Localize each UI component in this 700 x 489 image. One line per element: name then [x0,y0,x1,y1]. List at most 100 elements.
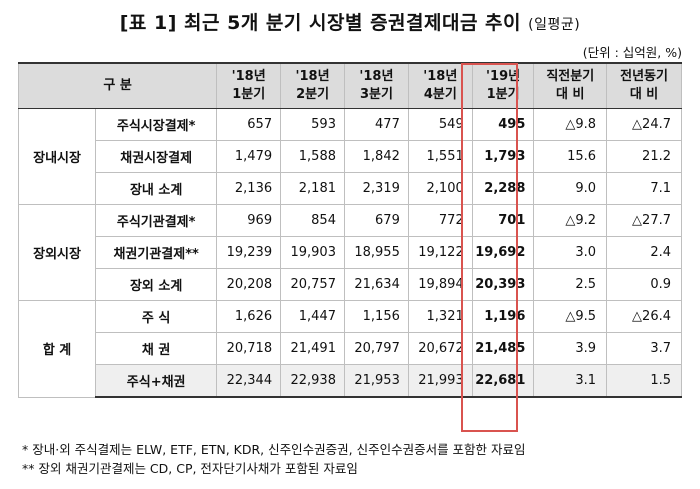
cell-value: △24.7 [606,108,682,141]
footnotes: * 장내·외 주식결제는 ELW, ETF, ETN, KDR, 신주인수권증권… [22,440,526,478]
cell-value: 969 [216,204,282,237]
row-label: 장내 소계 [95,172,218,205]
cell-value: 22,681 [471,364,535,398]
cell-value: 19,903 [280,236,345,269]
cell-value: 1,588 [280,140,345,173]
cell-value: 1,626 [216,300,282,333]
table-row: 장외 소계 20,208 20,757 21,634 19,894 20,393 2.5 0.… [19,268,682,301]
cell-value: 1,447 [280,300,345,333]
cell-value: 21,993 [407,364,473,398]
footnote-2: ** 장외 채권기관결제는 CD, CP, 전자단기사채가 포함된 자료임 [22,461,358,476]
row-label: 채 권 [95,332,218,365]
cell-value: 19,692 [471,236,535,269]
group-label: 장외시장 [17,204,97,301]
cell-value: 18,955 [343,236,409,269]
cell-value: 15.6 [533,140,608,173]
header-qoq: 직전분기 대 비 [533,62,608,109]
table-title: [표 1] 최근 5개 분기 시장별 증권결제대금 추이 (일평균) [0,8,700,35]
cell-value: 2,136 [216,172,282,205]
header-19q1: '19년 1분기 [471,62,535,109]
table-row: 장외시장 주식기관결제* 969 854 679 772 701 △9.2 △27.7 [17,204,682,301]
cell-value: 2,181 [280,172,345,205]
table-row: 장내 소계 2,136 2,181 2,319 2,100 2,288 9.0 7.1 [19,172,682,205]
cell-value: 772 [407,204,473,237]
row-label: 주식시장결제* [95,108,218,141]
table-row: 채권시장결제 1,479 1,588 1,842 1,551 1,793 15.6 21.2 [19,140,682,173]
cell-value: 19,239 [216,236,282,269]
cell-value: 2.4 [606,236,682,269]
cell-value: 22,938 [280,364,345,398]
row-label: 장외 소계 [95,268,218,301]
cell-value: 21,491 [280,332,345,365]
cell-value: 19,122 [407,236,473,269]
row-label: 주 식 [95,300,218,333]
cell-value: 1,321 [407,300,473,333]
cell-value: 21,485 [471,332,535,365]
row-label: 주식+채권 [95,364,218,398]
group-label: 합 계 [17,300,97,398]
settlement-table: 구 분 '18년 1분기 '18년 2분기 '18년 3분기 '18년 4분기 '19년… [17,62,682,398]
cell-value: 657 [216,108,282,141]
cell-value: 701 [471,204,535,237]
cell-value: 20,797 [343,332,409,365]
cell-value: 1,479 [216,140,282,173]
cell-value: 477 [343,108,409,141]
cell-value: 549 [407,108,473,141]
cell-value: 3.0 [533,236,608,269]
header-18q4: '18년 4분기 [407,62,473,109]
header-row: 구 분 '18년 1분기 '18년 2분기 '18년 3분기 '18년 4분기 '19년… [17,62,682,109]
cell-value: △9.5 [533,300,608,333]
cell-value: 7.1 [606,172,682,205]
cell-value: 495 [471,108,535,141]
cell-value: 20,208 [216,268,282,301]
row-label: 채권시장결제 [95,140,218,173]
cell-value: 20,393 [471,268,535,301]
cell-value: 1,551 [407,140,473,173]
cell-value: 20,757 [280,268,345,301]
table-row: 채권기관결제** 19,239 19,903 18,955 19,122 19,692 3.… [19,236,682,269]
header-yoy: 전년동기 대 비 [606,62,682,109]
cell-value: 3.7 [606,332,682,365]
cell-value: 679 [343,204,409,237]
cell-value: 22,344 [216,364,282,398]
row-label: 주식기관결제* [95,204,218,237]
header-18q3: '18년 3분기 [343,62,409,109]
title-main: [표 1] 최근 5개 분기 시장별 증권결제대금 추이 [119,12,522,34]
footnote-1: * 장내·외 주식결제는 ELW, ETF, ETN, KDR, 신주인수권증권… [22,442,526,457]
cell-value: 0.9 [606,268,682,301]
cell-value: 19,894 [407,268,473,301]
header-category: 구 분 [17,62,218,109]
cell-value: △27.7 [606,204,682,237]
header-18q1: '18년 1분기 [216,62,282,109]
cell-value: 21,953 [343,364,409,398]
cell-value: 1.5 [606,364,682,398]
unit-label: (단위 : 십억원, %) [582,45,682,60]
cell-value: 2.5 [533,268,608,301]
cell-value: 20,672 [407,332,473,365]
cell-value: 1,196 [471,300,535,333]
table-row: 채 권 20,718 21,491 20,797 20,672 21,485 3.9 3.7 [19,332,682,365]
table-body: 장내시장 주식시장결제* 657 593 477 549 495 △9.8 △24.7 채권시장결… [17,108,682,398]
cell-value: △26.4 [606,300,682,333]
cell-value: 21.2 [606,140,682,173]
cell-value: 21,634 [343,268,409,301]
cell-value: 1,793 [471,140,535,173]
cell-value: △9.2 [533,204,608,237]
group-label: 장내시장 [17,108,97,205]
cell-value: 20,718 [216,332,282,365]
header-18q2: '18년 2분기 [280,62,345,109]
cell-value: 9.0 [533,172,608,205]
cell-value: 3.1 [533,364,608,398]
cell-value: 2,288 [471,172,535,205]
cell-value: 3.9 [533,332,608,365]
cell-value: 1,156 [343,300,409,333]
cell-value: 2,319 [343,172,409,205]
cell-value: 1,842 [343,140,409,173]
cell-value: 2,100 [407,172,473,205]
cell-value: 593 [280,108,345,141]
table-row: 주식+채권 22,344 22,938 21,953 21,993 22,681 3.1 1.… [19,364,682,398]
table-row: 장내시장 주식시장결제* 657 593 477 549 495 △9.8 △24.7 [17,108,682,205]
row-label: 채권기관결제** [95,236,218,269]
cell-value: 854 [280,204,345,237]
